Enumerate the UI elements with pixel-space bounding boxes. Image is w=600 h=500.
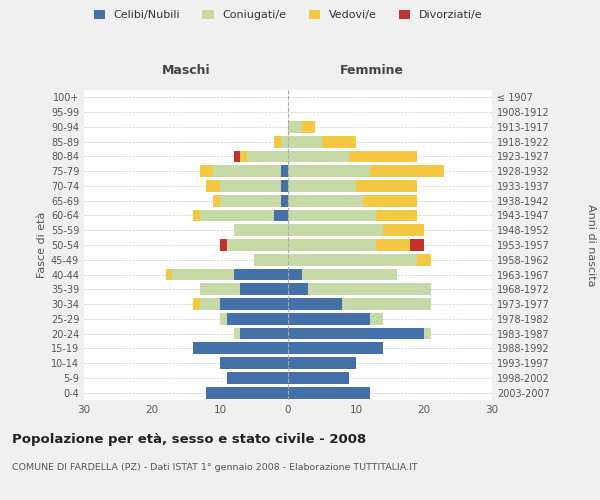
Bar xyxy=(220,357,288,369)
Bar xyxy=(220,195,281,206)
Bar xyxy=(281,166,288,177)
Bar xyxy=(288,239,376,251)
Bar xyxy=(383,224,424,236)
Bar xyxy=(220,180,281,192)
Bar xyxy=(363,195,417,206)
Bar xyxy=(241,284,288,295)
Bar xyxy=(308,284,431,295)
Bar xyxy=(206,386,288,398)
Bar xyxy=(288,136,322,147)
Bar xyxy=(288,268,302,280)
Bar xyxy=(322,136,356,147)
Text: Popolazione per età, sesso e stato civile - 2008: Popolazione per età, sesso e stato civil… xyxy=(12,432,366,446)
Bar xyxy=(288,224,383,236)
Bar xyxy=(254,254,288,266)
Bar xyxy=(193,210,200,222)
Bar xyxy=(376,239,410,251)
Bar xyxy=(288,180,356,192)
Bar xyxy=(302,268,397,280)
Bar xyxy=(233,268,288,280)
Bar xyxy=(417,254,431,266)
Bar xyxy=(288,372,349,384)
Bar xyxy=(220,239,227,251)
Legend: Celibi/Nubili, Coniugati/e, Vedovi/e, Divorziati/e: Celibi/Nubili, Coniugati/e, Vedovi/e, Di… xyxy=(89,6,487,25)
Bar xyxy=(206,180,220,192)
Bar xyxy=(281,195,288,206)
Bar xyxy=(410,239,424,251)
Bar xyxy=(288,386,370,398)
Bar xyxy=(200,210,274,222)
Bar xyxy=(193,342,288,354)
Bar xyxy=(288,313,370,324)
Bar xyxy=(356,180,417,192)
Text: COMUNE DI FARDELLA (PZ) - Dati ISTAT 1° gennaio 2008 - Elaborazione TUTTITALIA.I: COMUNE DI FARDELLA (PZ) - Dati ISTAT 1° … xyxy=(12,462,418,471)
Bar xyxy=(233,150,241,162)
Bar xyxy=(288,121,302,133)
Bar xyxy=(288,166,370,177)
Bar xyxy=(213,195,220,206)
Bar xyxy=(200,298,220,310)
Bar xyxy=(349,150,417,162)
Bar xyxy=(370,313,383,324)
Bar xyxy=(288,254,417,266)
Bar xyxy=(227,313,288,324)
Y-axis label: Fasce di età: Fasce di età xyxy=(37,212,47,278)
Bar xyxy=(288,150,349,162)
Bar xyxy=(213,166,281,177)
Bar xyxy=(220,298,288,310)
Bar xyxy=(193,298,200,310)
Bar xyxy=(343,298,431,310)
Bar xyxy=(166,268,172,280)
Bar xyxy=(200,166,213,177)
Bar xyxy=(274,210,288,222)
Bar xyxy=(247,150,288,162)
Bar xyxy=(288,342,383,354)
Bar xyxy=(241,328,288,340)
Bar xyxy=(227,239,288,251)
Text: Femmine: Femmine xyxy=(340,64,404,78)
Bar xyxy=(288,298,343,310)
Bar xyxy=(376,210,417,222)
Bar xyxy=(281,180,288,192)
Bar xyxy=(370,166,445,177)
Bar xyxy=(281,136,288,147)
Bar xyxy=(288,284,308,295)
Bar xyxy=(220,313,227,324)
Text: Anni di nascita: Anni di nascita xyxy=(586,204,596,286)
Bar xyxy=(288,195,363,206)
Bar xyxy=(200,284,241,295)
Bar xyxy=(227,372,288,384)
Bar xyxy=(424,328,431,340)
Bar xyxy=(172,268,233,280)
Bar xyxy=(274,136,281,147)
Bar xyxy=(233,328,241,340)
Bar xyxy=(288,357,356,369)
Bar xyxy=(302,121,315,133)
Bar xyxy=(288,328,424,340)
Bar xyxy=(288,210,376,222)
Text: Maschi: Maschi xyxy=(161,64,211,78)
Bar xyxy=(233,224,288,236)
Bar xyxy=(241,150,247,162)
